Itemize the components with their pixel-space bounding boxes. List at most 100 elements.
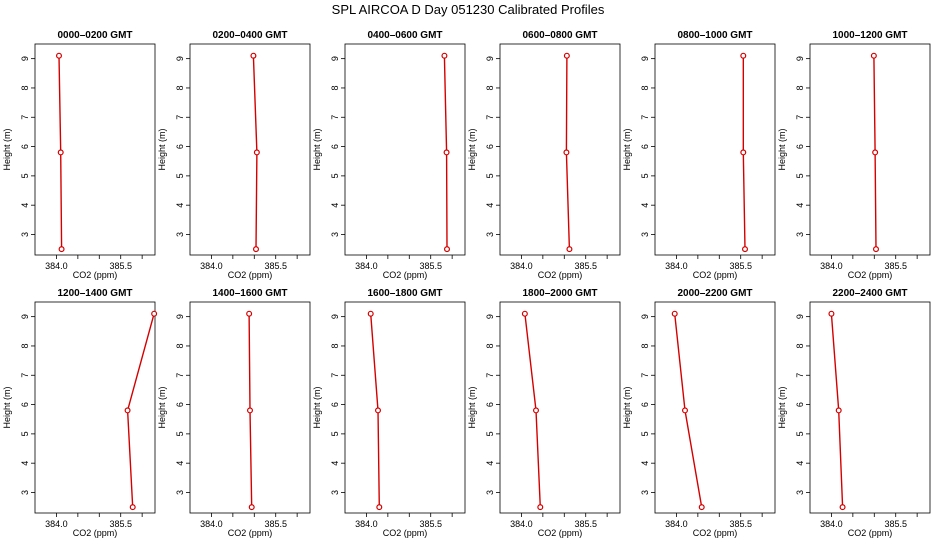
profile-point: [253, 246, 260, 253]
profile-point: [247, 407, 254, 414]
panel-title: 1400–1600 GMT: [212, 288, 287, 299]
y-tick-label: 4: [20, 203, 30, 208]
y-tick-label: 6: [640, 402, 650, 407]
y-tick-label: 9: [330, 314, 340, 319]
y-tick-label: 7: [20, 373, 30, 378]
y-tick-label: 3: [640, 490, 650, 495]
profile-point: [681, 407, 688, 414]
y-tick-label: 6: [20, 402, 30, 407]
x-axis-label: CO2 (ppm): [73, 270, 118, 280]
profile-point: [55, 52, 62, 59]
y-axis-label: Height (m): [622, 128, 632, 170]
plot-frame: [344, 301, 466, 514]
profile-point: [443, 149, 450, 156]
y-tick-label: 6: [795, 144, 805, 149]
y-tick-label: 4: [795, 203, 805, 208]
x-tick-label: 384.0: [665, 261, 688, 271]
x-tick-label: 385.5: [574, 261, 597, 271]
y-tick-label: 7: [795, 115, 805, 120]
profile-panel: 1400–1600 GMT 384.0 385.5 3 4 5 6 7 8 9 CO2 (ppm) H…: [157, 288, 311, 538]
profile-panel: 2200–2400 GMT 384.0 385.5 3 4 5 6 7 8 9 CO2 (ppm) H…: [777, 288, 931, 538]
y-tick-label: 8: [640, 85, 650, 90]
profile-point: [563, 149, 570, 156]
y-axis-label: Height (m): [777, 386, 787, 428]
y-tick-label: 7: [485, 373, 495, 378]
y-tick-label: 3: [175, 490, 185, 495]
plot-frame: [344, 43, 466, 256]
y-axis-label: Height (m): [312, 128, 322, 170]
x-axis-label: CO2 (ppm): [848, 270, 893, 280]
y-tick-label: 3: [485, 232, 495, 237]
panel-title: 1000–1200 GMT: [832, 30, 907, 41]
profile-point: [740, 52, 747, 59]
y-tick-label: 9: [175, 56, 185, 61]
y-tick-label: 6: [175, 402, 185, 407]
y-tick-label: 7: [175, 115, 185, 120]
plot-frame: [809, 301, 931, 514]
plot-frame: [189, 301, 311, 514]
panel-title: 2200–2400 GMT: [832, 288, 907, 299]
y-tick-label: 7: [330, 115, 340, 120]
y-tick-label: 8: [485, 85, 495, 90]
profile-point: [253, 149, 260, 156]
panel-title: 0600–0800 GMT: [522, 30, 597, 41]
y-tick-label: 3: [175, 232, 185, 237]
profile-panel: 0000–0200 GMT 384.0 385.5 3 4 5 6 7 8 9 CO2 (ppm) H…: [2, 30, 156, 280]
y-tick-label: 4: [640, 203, 650, 208]
x-tick-label: 385.5: [419, 519, 442, 529]
profile-point: [741, 246, 748, 253]
y-tick-label: 5: [20, 431, 30, 436]
y-tick-label: 5: [795, 173, 805, 178]
y-axis-label: Height (m): [777, 128, 787, 170]
profile-point: [671, 310, 678, 317]
profile-point: [57, 149, 64, 156]
x-tick-label: 385.5: [109, 261, 132, 271]
profile-point: [521, 310, 528, 317]
y-tick-label: 8: [175, 85, 185, 90]
profile-line: [126, 313, 155, 508]
y-tick-label: 5: [485, 173, 495, 178]
plot-frame: [34, 301, 156, 514]
x-tick-label: 385.5: [264, 261, 287, 271]
y-tick-label: 9: [20, 56, 30, 61]
profile-point: [58, 246, 65, 253]
y-tick-label: 3: [640, 232, 650, 237]
y-axis-label: Height (m): [467, 128, 477, 170]
y-tick-label: 5: [175, 173, 185, 178]
profile-point: [248, 504, 255, 511]
y-tick-label: 6: [485, 402, 495, 407]
y-tick-label: 4: [330, 461, 340, 466]
y-tick-label: 5: [175, 431, 185, 436]
profile-line: [674, 313, 703, 508]
panel-title: 0000–0200 GMT: [57, 30, 132, 41]
profile-point: [872, 149, 879, 156]
panel-title: 0800–1000 GMT: [677, 30, 752, 41]
x-tick-label: 384.0: [45, 261, 68, 271]
y-tick-label: 4: [795, 461, 805, 466]
y-axis-label: Height (m): [312, 386, 322, 428]
x-tick-label: 384.0: [200, 261, 223, 271]
x-tick-label: 385.5: [574, 519, 597, 529]
y-tick-label: 5: [640, 173, 650, 178]
y-tick-label: 9: [485, 56, 495, 61]
x-tick-label: 385.5: [884, 261, 907, 271]
profile-point: [367, 310, 374, 317]
y-tick-label: 8: [330, 343, 340, 348]
y-axis-label: Height (m): [157, 128, 167, 170]
profile-point: [532, 407, 539, 414]
y-tick-label: 8: [20, 85, 30, 90]
x-tick-label: 385.5: [884, 519, 907, 529]
profile-point: [740, 149, 747, 156]
profile-panel: 0600–0800 GMT 384.0 385.5 3 4 5 6 7 8 9 CO2 (ppm) H…: [467, 30, 621, 280]
x-axis-label: CO2 (ppm): [538, 528, 583, 538]
x-axis-label: CO2 (ppm): [538, 270, 583, 280]
x-tick-label: 384.0: [200, 519, 223, 529]
x-tick-label: 385.5: [109, 519, 132, 529]
y-axis-label: Height (m): [157, 386, 167, 428]
y-tick-label: 7: [175, 373, 185, 378]
y-axis-label: Height (m): [2, 386, 12, 428]
panel-title: 1200–1400 GMT: [57, 288, 132, 299]
y-tick-label: 6: [795, 402, 805, 407]
profile-point: [839, 504, 846, 511]
